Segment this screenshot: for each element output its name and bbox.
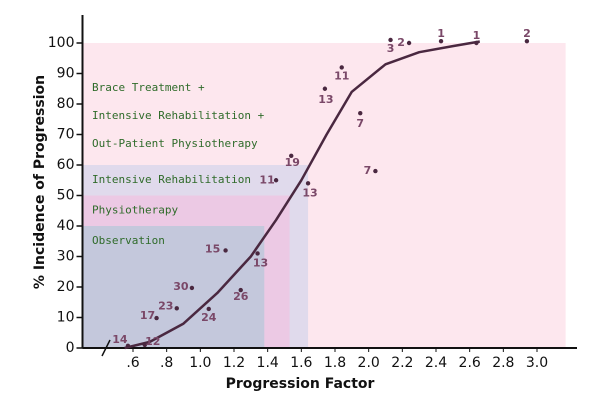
data-point	[406, 40, 412, 46]
data-point	[388, 37, 393, 43]
data-point	[438, 38, 444, 44]
regions: Brace Treatment + Intensive Rehabilitatio…	[82, 43, 566, 348]
x-tick-label: 2.4	[425, 355, 447, 371]
y-tick-label: 10	[57, 310, 75, 326]
data-point	[339, 65, 344, 70]
x-tick-label: .8	[160, 355, 173, 371]
axes: 0 10 20 30 40 50 60 70 80 90 100 .6 .8 1.0 1.2 1.4 1.6 1.…	[48, 15, 577, 371]
point-label: 17	[140, 309, 155, 322]
point-label: 3	[387, 42, 395, 55]
point-label: 23	[158, 299, 173, 312]
point-label: 26	[233, 290, 249, 303]
point-label: 2	[397, 36, 405, 49]
point-label: 1	[473, 29, 481, 42]
point-label: 19	[285, 156, 300, 169]
y-tick-label: 80	[57, 96, 75, 112]
data-point	[322, 86, 328, 91]
region-label: Intensive Rehabilitation +	[92, 109, 265, 122]
x-tick-label: .6	[126, 355, 139, 371]
y-tick-label: 40	[57, 218, 75, 234]
y-tick-label: 70	[57, 127, 75, 143]
x-tick-label: 2.2	[391, 355, 413, 371]
y-tick-label: 60	[57, 157, 75, 173]
y-tick-label: 20	[57, 279, 75, 295]
point-label: 1	[437, 27, 445, 40]
x-tick-label: 2.6	[459, 355, 481, 371]
point-label: 30	[173, 280, 189, 293]
data-point	[373, 168, 378, 174]
x-tick-label: 2.0	[358, 355, 380, 371]
region-label: Intensive Rehabilitation	[92, 173, 251, 186]
x-axis-label: Progression Factor	[226, 376, 375, 392]
point-label: 7	[364, 164, 372, 177]
point-label: 13	[302, 186, 317, 199]
y-tick-label: 50	[57, 188, 75, 204]
region-label: Observation	[92, 234, 165, 247]
point-label: 13	[318, 93, 333, 106]
y-tick-label: 90	[57, 66, 75, 82]
point-label: 12	[145, 335, 160, 348]
data-point	[474, 40, 479, 46]
x-tick-label: 1.4	[257, 355, 279, 371]
x-tick-label: 1.6	[290, 355, 312, 371]
point-label: 13	[253, 256, 268, 269]
point-label: 24	[201, 311, 217, 324]
y-tick-label: 30	[57, 249, 75, 265]
x-tick-label: 2.8	[492, 355, 514, 371]
data-point	[189, 285, 195, 291]
data-point	[358, 110, 363, 116]
data-point	[125, 343, 131, 349]
data-point	[238, 287, 243, 293]
point-label: 14	[112, 333, 128, 346]
data-point	[273, 178, 279, 183]
x-tick-label: 3.0	[526, 355, 548, 371]
trend-curve	[124, 40, 481, 350]
data-point	[524, 38, 530, 44]
point-label: 7	[356, 117, 364, 130]
data-point	[255, 251, 260, 256]
data-point	[206, 306, 211, 312]
axis-break	[101, 339, 111, 357]
point-label: 11	[259, 173, 274, 186]
data-point	[142, 342, 147, 348]
region-label: Out-Patient Physiotherapy	[92, 137, 258, 150]
data-point	[289, 153, 294, 159]
point-label: 11	[334, 69, 349, 82]
y-tick-label: 100	[48, 35, 75, 51]
data-point	[174, 306, 179, 311]
region-label: Physiotherapy	[92, 204, 178, 217]
y-axis-label: % Incidence of Progression	[32, 75, 48, 289]
data-point	[154, 315, 159, 321]
x-tick-label: 1.2	[223, 355, 245, 371]
point-label: 15	[205, 242, 220, 255]
x-tick-label: 1.8	[324, 355, 346, 371]
data-point	[223, 248, 228, 253]
data-point	[305, 181, 311, 186]
y-tick-label: 0	[66, 340, 75, 356]
region-label: Brace Treatment +	[92, 81, 205, 94]
point-label: 2	[523, 27, 531, 40]
x-tick-label: 1.0	[189, 355, 211, 371]
